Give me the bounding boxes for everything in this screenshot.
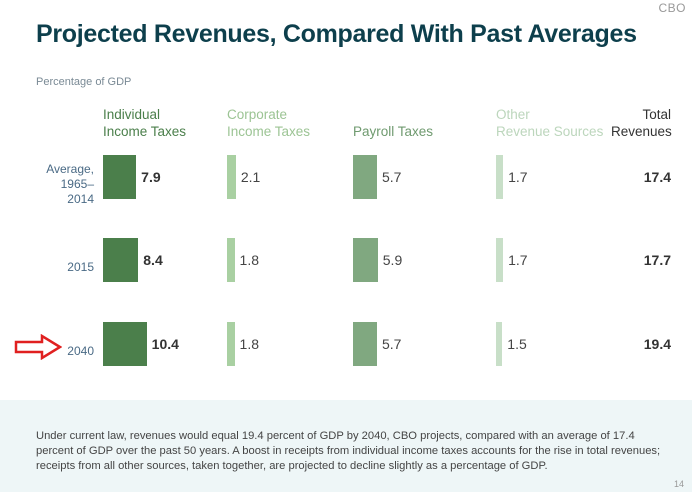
data-label: 1.7	[508, 252, 528, 268]
footer-panel	[0, 400, 692, 492]
total-value: 19.4	[643, 336, 671, 352]
bar-1	[103, 155, 137, 199]
header-line: Revenues	[611, 124, 672, 139]
bar-2	[227, 155, 236, 199]
bar-3	[353, 155, 377, 199]
column-header: Payroll Taxes	[353, 106, 433, 140]
bar-3	[353, 238, 378, 282]
bar-2	[227, 322, 235, 366]
arrow-icon	[14, 334, 62, 360]
data-label: 1.8	[239, 336, 260, 352]
data-label: 1.7	[508, 169, 528, 185]
header-line: Revenue Sources	[496, 124, 604, 139]
data-label: 7.9	[141, 169, 161, 185]
header-line: Income Taxes	[227, 124, 311, 139]
total-value: 17.4	[643, 169, 671, 185]
header-line: Individual	[103, 107, 161, 122]
data-label: 10.4	[151, 336, 179, 352]
page-title: Projected Revenues, Compared With Past A…	[36, 20, 637, 48]
row-label: 2040	[34, 329, 94, 359]
row-label-line: 2040	[67, 344, 94, 358]
data-label: 5.9	[382, 252, 403, 268]
bar-1	[103, 238, 139, 282]
column-header: Individual Income Taxes	[103, 106, 186, 140]
header-line: Income Taxes	[103, 124, 187, 139]
data-label: 1.5	[507, 336, 527, 352]
bar-1	[103, 322, 147, 366]
total-value: 17.7	[643, 252, 671, 268]
header-line: Payroll Taxes	[353, 124, 434, 139]
row-label-line: Average,	[46, 162, 94, 176]
row-label-line: 2015	[67, 260, 94, 274]
data-label: 5.7	[381, 169, 402, 185]
row-label-line	[34, 245, 94, 260]
bar-4	[496, 322, 503, 366]
data-label: 8.4	[143, 252, 163, 268]
header-line: Corporate	[227, 107, 288, 122]
header-line	[353, 106, 433, 123]
data-label: 5.7	[381, 336, 402, 352]
bar-4	[496, 155, 504, 199]
unit-label: Percentage of GDP	[36, 76, 132, 88]
row-label: Average, 1965–2014	[34, 162, 94, 207]
page-number: 14	[673, 479, 684, 489]
header-line: Total	[642, 107, 671, 122]
row-label: 2015	[34, 245, 94, 275]
header-line: Other	[496, 107, 530, 122]
bar-2	[227, 238, 235, 282]
data-label: 1.8	[239, 252, 260, 268]
row-label-line: 1965–2014	[60, 177, 94, 206]
column-header: Corporate Income Taxes	[227, 106, 310, 140]
cbo-logo: CBO	[658, 1, 686, 15]
caption-note: Under current law, revenues would equal …	[36, 430, 661, 472]
bar-3	[353, 322, 377, 366]
data-label: 2.1	[240, 169, 261, 185]
bar-4	[496, 238, 504, 282]
column-header: Total Revenues	[611, 106, 672, 140]
column-header: Other Revenue Sources	[496, 106, 603, 140]
